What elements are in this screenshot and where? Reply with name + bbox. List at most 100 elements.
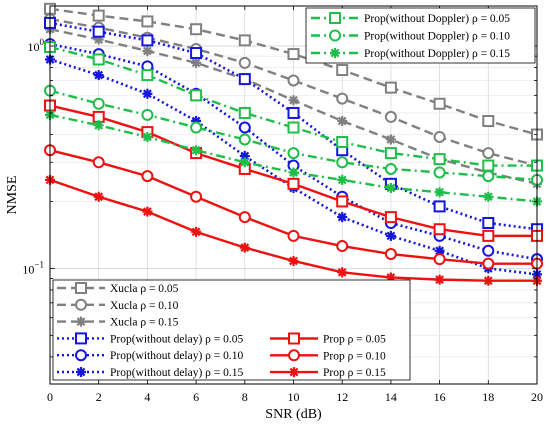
- data-point: [191, 116, 202, 127]
- legend-entry: Xucla ρ = 0.05: [57, 282, 179, 295]
- legend-label: Prop(without delay) ρ = 0.15: [110, 367, 244, 379]
- legend-marker: [75, 282, 87, 294]
- data-point: [141, 15, 154, 28]
- data-point: [482, 159, 495, 172]
- legend-box: [52, 279, 411, 381]
- data-point: [239, 242, 250, 253]
- data-point: [385, 134, 396, 145]
- x-tick-label: 4: [144, 390, 150, 404]
- data-point: [93, 191, 104, 202]
- x-tick-label: 12: [336, 390, 348, 404]
- legend-marker: [330, 48, 340, 58]
- data-point: [238, 133, 251, 146]
- data-point: [238, 211, 251, 224]
- data-point: [190, 23, 203, 36]
- data-point: [336, 156, 349, 169]
- series-line: [49, 45, 537, 167]
- data-point: [191, 57, 202, 68]
- data-point: [190, 47, 203, 60]
- legend-label: Xucla ρ = 0.10: [110, 300, 179, 312]
- data-point: [142, 45, 153, 56]
- data-point: [288, 95, 299, 106]
- data-point: [92, 25, 105, 38]
- data-point: [93, 120, 104, 131]
- data-point: [433, 253, 446, 266]
- data-point: [433, 223, 446, 236]
- data-point: [384, 81, 397, 94]
- data-point: [190, 121, 203, 134]
- legend-entry: Prop(without Doppler) ρ = 0.05: [311, 12, 510, 25]
- legend-marker: [329, 29, 341, 42]
- x-tick-label: 20: [531, 390, 543, 404]
- data-point: [142, 206, 153, 217]
- legend-label: Prop ρ = 0.05: [323, 334, 386, 346]
- legend-label: Prop(without Doppler) ρ = 0.10: [364, 31, 510, 43]
- x-tick-label: 6: [193, 390, 199, 404]
- data-point: [141, 170, 154, 183]
- data-point: [337, 174, 348, 185]
- data-point: [288, 167, 299, 178]
- data-point: [433, 153, 446, 166]
- legend-label: Xucla ρ = 0.05: [110, 283, 179, 295]
- data-point: [384, 147, 397, 160]
- series-line: [49, 58, 538, 276]
- data-point: [433, 166, 446, 179]
- data-point: [482, 216, 495, 229]
- y-tick-exponent: 0: [40, 37, 45, 47]
- data-point: [287, 106, 300, 119]
- x-tick-label: 10: [288, 390, 300, 404]
- data-point: [434, 187, 445, 198]
- data-point: [141, 69, 154, 82]
- data-point: [337, 116, 348, 127]
- legend-marker: [75, 349, 87, 362]
- legend-label: Prop ρ = 0.10: [323, 350, 386, 362]
- legend-marker: [76, 367, 86, 377]
- data-point: [483, 275, 494, 286]
- data-point: [434, 245, 445, 256]
- data-point: [433, 97, 446, 110]
- data-point: [141, 108, 154, 121]
- data-point: [92, 9, 105, 22]
- data-point: [384, 110, 397, 123]
- data-point: [384, 248, 397, 261]
- data-point: [238, 121, 251, 134]
- data-point: [190, 89, 203, 102]
- y-tick-label: 10−1: [22, 259, 44, 276]
- legend-top-right: Prop(without Doppler) ρ = 0.05 Prop(witho…: [305, 7, 536, 64]
- series-7: [44, 144, 543, 270]
- y-axis-label: NMSE: [5, 176, 20, 215]
- legend-marker: [289, 367, 299, 378]
- x-tick-label: 8: [242, 390, 248, 404]
- data-point: [482, 257, 495, 270]
- legend-entry: Prop ρ = 0.15: [270, 367, 386, 379]
- legend-entry: Prop(without delay) ρ = 0.10: [57, 349, 244, 362]
- series-line: [49, 21, 538, 231]
- data-point: [190, 190, 203, 203]
- legend-marker: [288, 332, 300, 345]
- x-tick-label: 16: [434, 390, 446, 404]
- legend-label: Prop(without Doppler) ρ = 0.15: [364, 48, 510, 60]
- legend-marker: [75, 332, 87, 345]
- x-tick-label: 18: [482, 390, 494, 404]
- data-point: [92, 97, 105, 110]
- data-point: [482, 170, 495, 183]
- data-point: [337, 267, 348, 278]
- data-point: [239, 157, 250, 168]
- data-point: [482, 229, 495, 242]
- data-point: [337, 212, 348, 223]
- data-point: [336, 240, 349, 253]
- data-point: [482, 115, 495, 128]
- x-tick-label: 14: [385, 390, 397, 404]
- data-point: [385, 230, 396, 241]
- legend-label: Prop(without delay) ρ = 0.05: [110, 333, 244, 345]
- legend-marker: [76, 316, 86, 327]
- x-tick-label: 0: [47, 390, 53, 404]
- legend-bottom-left: Xucla ρ = 0.05 Xucla ρ = 0.10 Xucla ρ = 0.…: [52, 279, 411, 381]
- data-point: [336, 64, 349, 77]
- data-point: [92, 53, 105, 66]
- data-point: [287, 177, 300, 190]
- legend-entry: Prop ρ = 0.05: [270, 332, 386, 346]
